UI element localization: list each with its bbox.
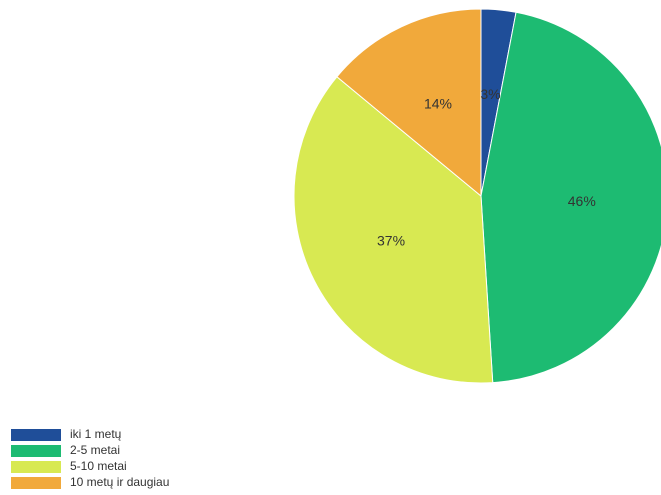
- slice-label-2-5-metai: 46%: [568, 193, 596, 209]
- legend-swatch: [11, 444, 61, 457]
- legend-item-iki-1-metu[interactable]: iki 1 metų: [11, 428, 169, 441]
- pie-slice-10-metu-ir-daugiau[interactable]: [336, 8, 482, 198]
- legend-item-5-10-metai[interactable]: 5-10 metai: [11, 460, 169, 473]
- pie-slices: [293, 8, 661, 384]
- legend-label: iki 1 metų: [70, 427, 122, 441]
- legend-swatch: [11, 460, 61, 473]
- legend-item-10-metu-ir-daugiau[interactable]: 10 metų ir daugiau: [11, 476, 169, 489]
- pie-slice-5-10-metai[interactable]: [293, 76, 494, 384]
- slice-label-5-10-metai: 37%: [377, 233, 405, 249]
- slice-label-iki-1-metu: 3%: [480, 86, 500, 102]
- legend-label: 10 metų ir daugiau: [70, 475, 170, 489]
- pie-slice-labels: 3% 46% 37% 14%: [377, 86, 596, 248]
- legend-item-2-5-metai[interactable]: 2-5 metai: [11, 444, 169, 457]
- chart-legend: iki 1 metų 2-5 metai 5-10 metai 10 metų ir …: [11, 428, 169, 492]
- legend-label: 5-10 metai: [70, 459, 127, 473]
- legend-label: 2-5 metai: [70, 443, 121, 457]
- legend-swatch: [11, 476, 61, 489]
- pie-slice-2-5-metai[interactable]: [480, 11, 661, 384]
- legend-swatch: [11, 428, 61, 441]
- slice-label-10-metu-ir-daugiau: 14%: [424, 95, 452, 111]
